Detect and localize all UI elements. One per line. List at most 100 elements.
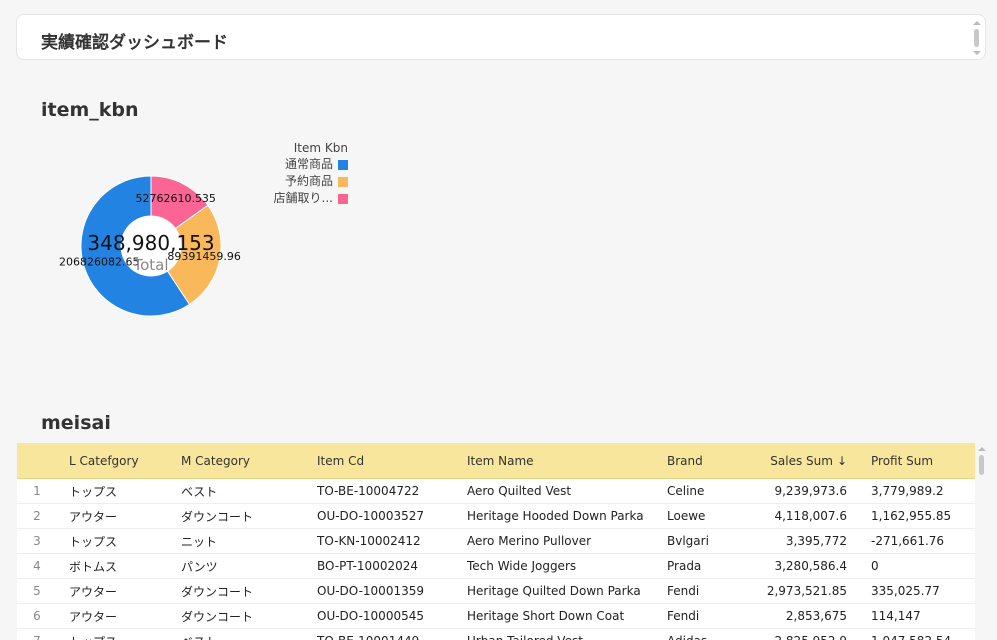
table-cell: ベスト <box>181 484 218 499</box>
table-cell: アウター <box>69 584 118 599</box>
legend-item-label: 店舗取り... <box>273 191 333 205</box>
table-cell: OU-DO-10001359 <box>317 584 424 598</box>
table-cell: BO-PT-10002024 <box>317 559 419 573</box>
chart-legend: Item Kbn 通常商品予約商品店舗取り... <box>266 140 356 207</box>
legend-item[interactable]: 通常商品 <box>266 156 356 173</box>
row-number: 6 <box>33 609 41 623</box>
column-header-label: L Catefgory <box>69 453 139 468</box>
table-body: 1 トップス ベスト TO-BE-10004722 Aero Quilted Vest C… <box>17 479 975 640</box>
column-header[interactable]: L Catefgory <box>57 454 169 468</box>
table-cell: Aero Quilted Vest <box>467 484 572 498</box>
row-number: 7 <box>17 634 57 640</box>
table-cell: トップス <box>57 633 169 640</box>
scroll-down-icon[interactable] <box>973 51 981 55</box>
table-row[interactable]: 1 トップス ベスト TO-BE-10004722 Aero Quilted Vest C… <box>17 479 975 504</box>
table-cell: 1,162,955.85 <box>871 509 952 523</box>
dashboard-title: 実績確認ダッシュボード <box>41 33 228 53</box>
column-header[interactable]: Item Cd <box>305 454 455 468</box>
table-cell: 2,973,521.85 <box>766 584 847 598</box>
table-cell: Fendi <box>667 584 700 598</box>
legend-item-label: 通常商品 <box>284 157 333 171</box>
donut-total-value: 348,980,153 <box>87 231 214 255</box>
row-number: 5 <box>33 584 41 598</box>
table-cell: ニット <box>181 534 218 549</box>
table-cell: ダウンコート <box>181 609 254 624</box>
header-scrollbar[interactable] <box>973 21 981 55</box>
legend-swatch <box>338 193 348 204</box>
column-header-label: Item Name <box>467 453 534 468</box>
table-row[interactable]: 6 アウター ダウンコート OU-DO-10000545 Heritage Short … <box>17 604 975 629</box>
table-cell: アウター <box>69 509 118 524</box>
table-cell: トップス <box>69 534 118 549</box>
table-cell: Tech Wide Joggers <box>467 559 577 573</box>
scrollbar-thumb[interactable] <box>979 455 984 475</box>
table-cell: ダウンコート <box>181 509 254 524</box>
table-cell: ベスト <box>169 633 305 640</box>
table-cell: TO-BE-10001449 <box>305 634 455 640</box>
legend-swatch <box>338 159 348 170</box>
slice-value-label: 206826082.65 <box>59 255 139 268</box>
table-cell: アウター <box>69 609 118 624</box>
table-cell: 3,779,989.2 <box>871 484 944 498</box>
column-header[interactable]: Brand <box>655 454 735 468</box>
table-cell: 335,025.77 <box>871 584 940 598</box>
table-cell: Fendi <box>667 609 700 623</box>
column-header-label: Item Cd <box>317 453 365 468</box>
table-cell: 4,118,007.6 <box>774 509 847 523</box>
column-header-label: Brand <box>667 453 703 468</box>
column-header-label: Profit Sum <box>871 453 934 468</box>
column-header-label: M Category <box>181 453 250 468</box>
table-cell: ボトムス <box>69 559 118 574</box>
column-header-label: Sales Sum <box>770 453 833 468</box>
table-cell: Heritage Short Down Coat <box>467 609 625 623</box>
legend-item[interactable]: 店舗取り... <box>266 190 356 207</box>
column-header[interactable]: Item Name <box>455 454 655 468</box>
table-cell: トップス <box>69 484 118 499</box>
table-row[interactable]: 2 アウター ダウンコート OU-DO-10003527 Heritage Hooded… <box>17 504 975 529</box>
column-header[interactable]: Sales Sum ↓ <box>735 454 855 468</box>
table-cell: TO-BE-10004722 <box>317 484 420 498</box>
donut-chart: 52762610.535 89391459.96 206826082.65 348,9… <box>40 140 360 360</box>
table-cell: OU-DO-10003527 <box>317 509 424 523</box>
table-cell: 0 <box>871 559 879 573</box>
legend-swatch <box>338 176 348 187</box>
row-number: 2 <box>33 509 41 523</box>
scrollbar-thumb[interactable] <box>974 29 979 47</box>
row-number: 1 <box>33 484 41 498</box>
table-cell: パンツ <box>181 559 218 574</box>
scroll-up-icon[interactable] <box>973 21 981 25</box>
table-cell: -271,661.76 <box>871 534 945 548</box>
legend-item-label: 予約商品 <box>284 174 333 188</box>
column-header[interactable]: M Category <box>169 454 305 468</box>
scroll-up-icon[interactable] <box>978 447 986 451</box>
table-cell: TO-KN-10002412 <box>317 534 421 548</box>
table-cell: OU-DO-10000545 <box>317 609 424 623</box>
table-cell: Heritage Quilted Down Parka <box>467 584 641 598</box>
table-scrollbar[interactable] <box>977 443 987 640</box>
legend-item[interactable]: 予約商品 <box>266 173 356 190</box>
row-number: 3 <box>33 534 41 548</box>
donut-total-label: Total <box>132 256 168 274</box>
table-row[interactable]: 4 ボトムス パンツ BO-PT-10002024 Tech Wide Joggers P… <box>17 554 975 579</box>
donut-hole <box>121 216 181 276</box>
table-cell: 114,147 <box>871 609 921 623</box>
table-row[interactable]: 3 トップス ニット TO-KN-10002412 Aero Merino Pullov… <box>17 529 975 554</box>
table-cell: Celine <box>667 484 705 498</box>
table-row[interactable]: 5 アウター ダウンコート OU-DO-10001359 Heritage Quilte… <box>17 579 975 604</box>
table-cell: Bvlgari <box>667 534 709 548</box>
legend-title: Item Kbn <box>293 141 348 155</box>
table-cell: 2,825,952.9 <box>735 634 855 640</box>
row-number: 4 <box>33 559 41 573</box>
table-cell: ダウンコート <box>181 584 254 599</box>
section-title-item-kbn: item_kbn <box>41 99 139 121</box>
table-row[interactable]: 7トップスベストTO-BE-10001449Urban Tailored Ves… <box>17 629 975 640</box>
table-cell: Loewe <box>667 509 706 523</box>
table-cell: 3,395,772 <box>785 534 847 548</box>
table-cell: Adidas <box>655 634 735 640</box>
sort-descending-icon[interactable]: ↓ <box>836 453 847 468</box>
header-card: 実績確認ダッシュボード <box>16 14 986 60</box>
column-header[interactable]: Profit Sum <box>855 454 975 468</box>
donut-chart-svg: 52762610.535 89391459.96 206826082.65348,9… <box>59 175 241 317</box>
table-cell: Prada <box>667 559 702 573</box>
section-title-meisai: meisai <box>41 412 111 434</box>
